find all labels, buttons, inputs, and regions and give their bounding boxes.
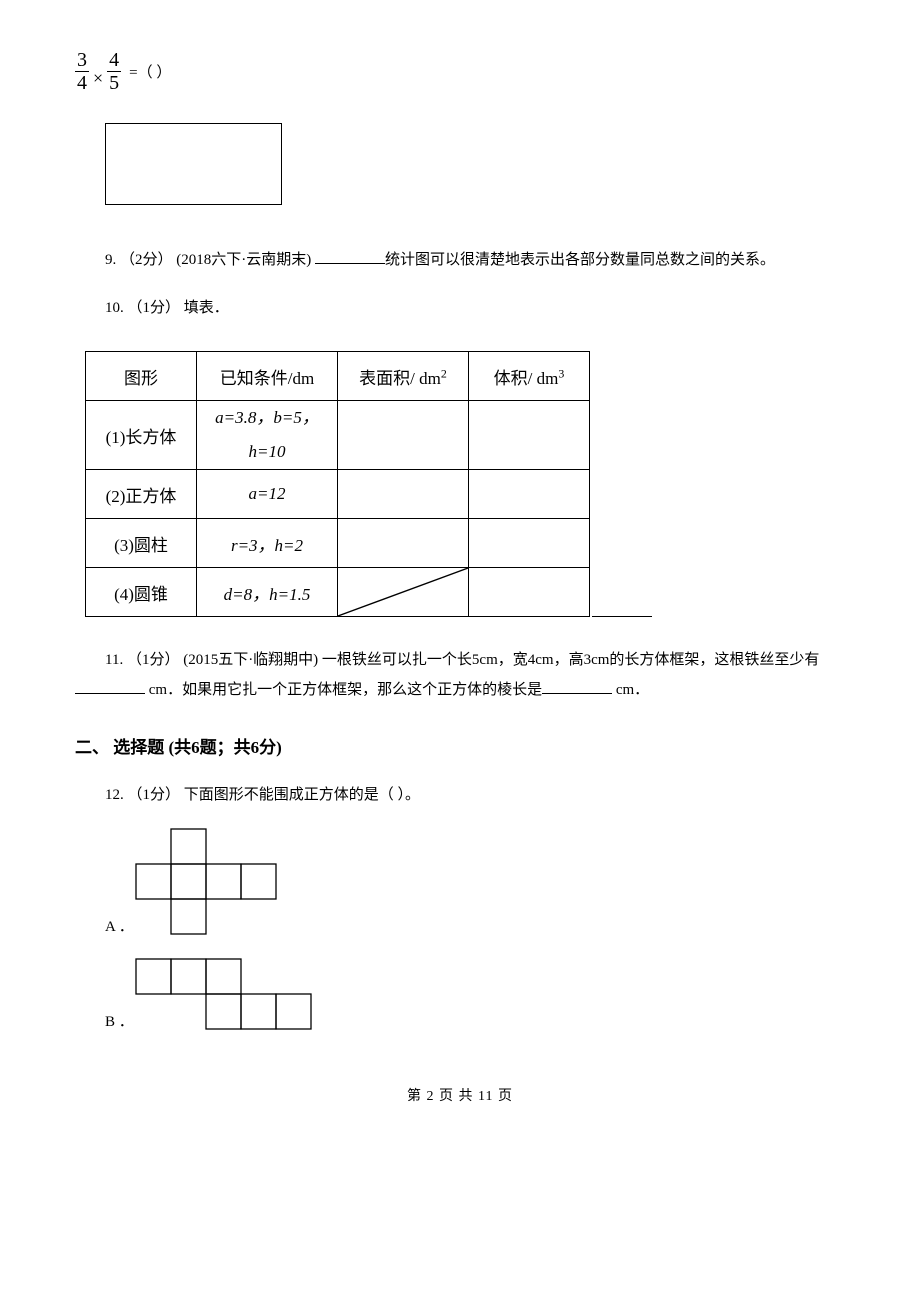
option-a-label: A ． bbox=[75, 915, 135, 940]
fraction-1: 3 4 bbox=[75, 50, 89, 93]
fraction-2: 4 5 bbox=[107, 50, 121, 93]
q9-blank bbox=[315, 248, 385, 264]
option-a-row: A ． bbox=[75, 828, 845, 940]
q9-after: 统计图可以很清楚地表示出各部分数量同总数之间的关系。 bbox=[385, 252, 775, 268]
th-cond: 已知条件/dm bbox=[197, 352, 338, 401]
row3-area bbox=[338, 519, 469, 568]
times-sign: × bbox=[93, 68, 103, 93]
row4-area-diag bbox=[338, 568, 469, 617]
th-shape: 图形 bbox=[86, 352, 197, 401]
row3-shape: (3)圆柱 bbox=[86, 519, 197, 568]
row2-cond: a=12 bbox=[197, 470, 338, 519]
question-10: 10. （1分） 填表． bbox=[75, 293, 845, 323]
row4-vol bbox=[469, 568, 590, 617]
q11-mid: cm．如果用它扎一个正方体框架，那么这个正方体的棱长是 bbox=[145, 682, 542, 698]
row2-shape: (2)正方体 bbox=[86, 470, 197, 519]
row2-vol bbox=[469, 470, 590, 519]
th-vol: 体积/ dm3 bbox=[469, 352, 590, 401]
option-b-figure bbox=[135, 958, 312, 1035]
table-row: (3)圆柱 r=3，h=2 bbox=[86, 519, 590, 568]
table-row: (1)长方体 a=3.8，b=5， h=10 bbox=[86, 401, 590, 470]
page-footer: 第 2 页 共 11 页 bbox=[75, 1085, 845, 1105]
table-row: (4)圆锥 d=8，h=1.5 bbox=[86, 568, 590, 617]
row1-cond: a=3.8，b=5， h=10 bbox=[197, 401, 338, 470]
cube-net-b bbox=[135, 958, 312, 1030]
diagonal-line-icon bbox=[338, 568, 468, 616]
row4-cond: d=8，h=1.5 bbox=[197, 568, 338, 617]
row3-vol bbox=[469, 519, 590, 568]
th-area: 表面积/ dm2 bbox=[338, 352, 469, 401]
option-b-label: B ． bbox=[75, 1010, 135, 1035]
row1-shape: (1)长方体 bbox=[86, 401, 197, 470]
row1-area bbox=[338, 401, 469, 470]
table-trailing-blank bbox=[592, 616, 652, 617]
row3-cond: r=3，h=2 bbox=[197, 519, 338, 568]
option-a-figure bbox=[135, 828, 277, 940]
fraction-2-den: 5 bbox=[107, 72, 121, 93]
table-header-row: 图形 已知条件/dm 表面积/ dm2 体积/ dm3 bbox=[86, 352, 590, 401]
q11-blank-1 bbox=[75, 678, 145, 694]
q9-before: 9. （2分） (2018六下·云南期末) bbox=[105, 252, 315, 268]
fraction-2-num: 4 bbox=[107, 50, 121, 72]
section-b-title: 二、 选择题 (共6题；共6分) bbox=[75, 733, 845, 758]
row1-vol bbox=[469, 401, 590, 470]
q11-suffix: cm． bbox=[612, 682, 649, 698]
cube-net-a bbox=[135, 828, 277, 935]
row2-area bbox=[338, 470, 469, 519]
q11-blank-2 bbox=[542, 678, 612, 694]
table-row: (2)正方体 a=12 bbox=[86, 470, 590, 519]
question-11: 11. （1分） (2015五下·临翔期中) 一根铁丝可以扎一个长5cm，宽4c… bbox=[75, 645, 845, 705]
fraction-1-num: 3 bbox=[75, 50, 89, 72]
answer-box bbox=[105, 123, 282, 205]
fraction-1-den: 4 bbox=[75, 72, 89, 93]
fraction-expression: 3 4 × 4 5 =（ ） bbox=[75, 50, 845, 93]
option-b-row: B ． bbox=[75, 958, 845, 1035]
shape-table: 图形 已知条件/dm 表面积/ dm2 体积/ dm3 (1)长方体 a=3.8… bbox=[85, 351, 590, 617]
question-12: 12. （1分） 下面图形不能围成正方体的是（ ）。 bbox=[75, 780, 845, 810]
row4-shape: (4)圆锥 bbox=[86, 568, 197, 617]
q11-prefix: 11. （1分） (2015五下·临翔期中) 一根铁丝可以扎一个长5cm，宽4c… bbox=[105, 652, 819, 668]
question-9: 9. （2分） (2018六下·云南期末) 统计图可以很清楚地表示出各部分数量同… bbox=[75, 245, 845, 275]
expr-tail: =（ ） bbox=[129, 61, 171, 82]
